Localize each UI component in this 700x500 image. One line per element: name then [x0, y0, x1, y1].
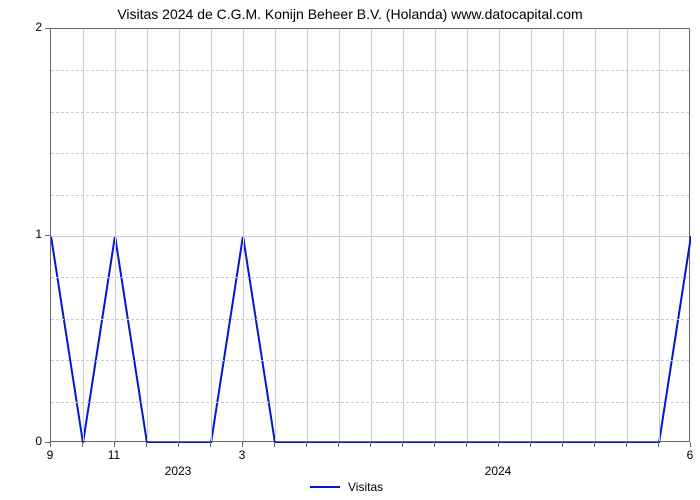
- x-tick: [338, 442, 339, 447]
- x-tick: [242, 442, 243, 447]
- x-tick: [530, 442, 531, 447]
- x-tick: [658, 442, 659, 447]
- grid-line-v: [339, 29, 340, 441]
- x-tick: [146, 442, 147, 447]
- grid-line-v: [371, 29, 372, 441]
- plot-area: [50, 28, 690, 442]
- x-tick: [434, 442, 435, 447]
- grid-line-v: [531, 29, 532, 441]
- x-tick: [498, 442, 499, 447]
- grid-line-v: [595, 29, 596, 441]
- x-tick: [594, 442, 595, 447]
- x-tick: [210, 442, 211, 447]
- x-axis-label: 11: [108, 448, 120, 462]
- grid-line-v: [115, 29, 116, 441]
- grid-line-v: [467, 29, 468, 441]
- x-axis-label: 9: [47, 448, 54, 462]
- grid-line-v: [659, 29, 660, 441]
- y-axis-label: 0: [22, 434, 42, 448]
- y-axis-label: 2: [22, 20, 42, 34]
- legend: Visitas: [310, 480, 383, 494]
- grid-line-v: [147, 29, 148, 441]
- x-axis-label: 3: [239, 448, 246, 462]
- grid-line-v: [499, 29, 500, 441]
- chart-title: Visitas 2024 de C.G.M. Konijn Beheer B.V…: [0, 0, 700, 22]
- x-axis-major-label: 2024: [485, 464, 512, 478]
- grid-line-v: [563, 29, 564, 441]
- grid-line-v: [275, 29, 276, 441]
- y-tick: [45, 235, 50, 236]
- legend-label: Visitas: [348, 480, 383, 494]
- x-axis-label: 6: [687, 448, 694, 462]
- grid-line-v: [83, 29, 84, 441]
- x-tick: [82, 442, 83, 447]
- y-axis-label: 1: [22, 227, 42, 241]
- grid-line-v: [403, 29, 404, 441]
- x-tick: [114, 442, 115, 447]
- grid-line-v: [211, 29, 212, 441]
- x-axis-major-label: 2023: [165, 464, 192, 478]
- grid-line-v: [627, 29, 628, 441]
- chart-container: Visitas 2024 de C.G.M. Konijn Beheer B.V…: [0, 0, 700, 500]
- x-tick: [626, 442, 627, 447]
- grid-line-v: [179, 29, 180, 441]
- grid-line-v: [307, 29, 308, 441]
- legend-swatch: [310, 486, 340, 488]
- x-tick: [50, 442, 51, 447]
- grid-line-v: [435, 29, 436, 441]
- grid-line-v: [243, 29, 244, 441]
- x-tick: [178, 442, 179, 447]
- x-tick: [690, 442, 691, 447]
- x-tick: [370, 442, 371, 447]
- y-tick: [45, 28, 50, 29]
- x-tick: [562, 442, 563, 447]
- x-tick: [306, 442, 307, 447]
- x-tick: [402, 442, 403, 447]
- x-tick: [466, 442, 467, 447]
- x-tick: [274, 442, 275, 447]
